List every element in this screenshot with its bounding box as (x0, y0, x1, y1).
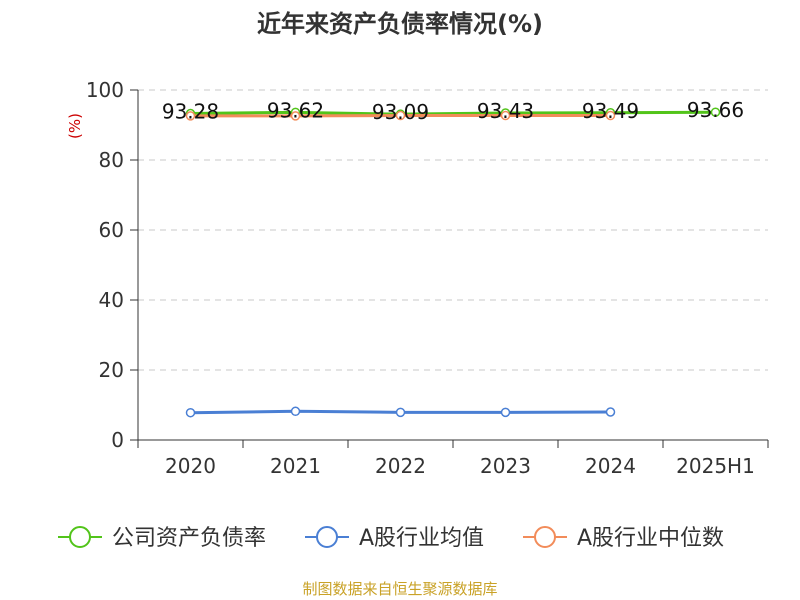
data-label: 93.49 (582, 99, 639, 123)
series-layer (185, 107, 721, 418)
x-tick-label: 2024 (585, 454, 636, 478)
legend-item-0: 公司资产负债率 (58, 526, 266, 551)
data-label: 93.66 (687, 98, 744, 122)
x-tick-label: 2022 (375, 454, 426, 478)
legend-item-2: A股行业中位数 (523, 526, 724, 551)
legend-marker (534, 526, 556, 548)
data-point (500, 110, 511, 121)
y-tick-label: 20 (99, 358, 124, 382)
legend: 公司资产负债率 A股行业均值 A股行业中位数 (58, 526, 724, 551)
data-label: 93.28 (162, 100, 219, 124)
data-point (395, 110, 406, 121)
y-tick-label: 80 (99, 148, 124, 172)
data-point (710, 107, 721, 117)
data-label: 93.43 (477, 99, 534, 123)
data-point (605, 110, 616, 121)
series-line (190, 110, 716, 116)
legend-label: A股行业中位数 (577, 526, 724, 551)
data-point (185, 111, 196, 121)
y-tick-label: 100 (86, 78, 124, 102)
x-tick-label: 2025H1 (676, 454, 755, 478)
series-1 (185, 406, 616, 418)
legend-marker (316, 526, 338, 548)
x-tick-label: 2020 (165, 454, 216, 478)
legend-item-1: A股行业均值 (305, 526, 484, 551)
source-note: 制图数据来自恒生聚源数据库 (302, 580, 497, 598)
data-label: 93.62 (267, 98, 324, 122)
y-tick-label: 40 (99, 288, 124, 312)
data-point (185, 407, 196, 418)
y-tick-label: 0 (111, 428, 124, 452)
data-point (500, 407, 511, 418)
legend-label: 公司资产负债率 (112, 526, 266, 551)
y-tick-label: 60 (99, 218, 124, 242)
legend-label: A股行业均值 (359, 526, 484, 551)
x-tick-label: 2021 (270, 454, 321, 478)
chart-title: 近年来资产负债率情况(%) (257, 10, 543, 38)
y-axis-unit: (%) (66, 113, 84, 139)
data-label: 93.09 (372, 100, 429, 124)
series-2 (185, 110, 616, 121)
legend-marker (69, 526, 91, 548)
x-tick-label: 2023 (480, 454, 531, 478)
data-labels: 93.28 93.62 93.09 93.43 93.49 93.66 (162, 98, 744, 124)
axes: 0 20 40 60 80 100 2020 2021 2022 2023 2024 2025H1 (86, 78, 769, 478)
data-point (290, 111, 301, 121)
data-point (605, 407, 616, 417)
gridlines (138, 89, 768, 371)
data-point (395, 407, 406, 418)
data-point (290, 406, 301, 417)
